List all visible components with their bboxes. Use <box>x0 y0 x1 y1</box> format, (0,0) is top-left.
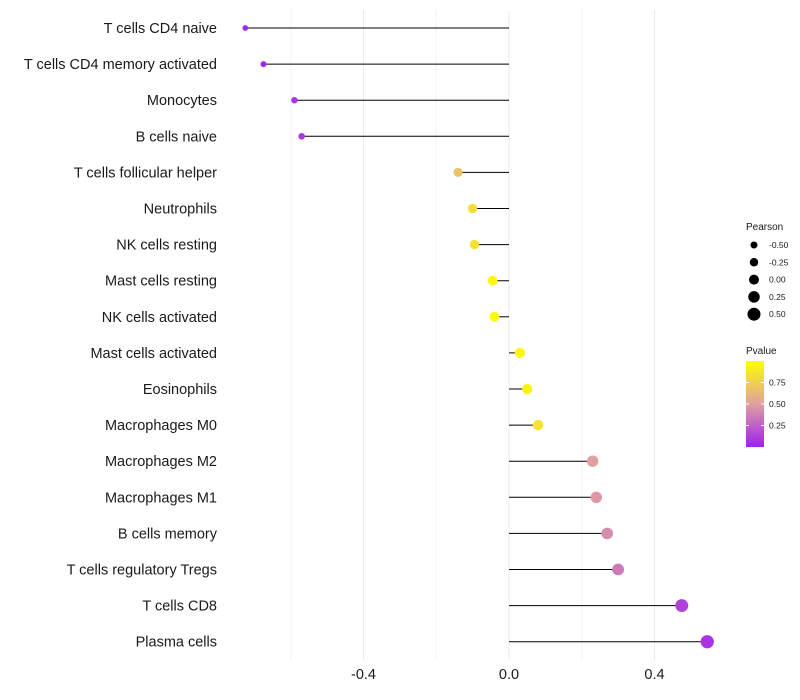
point <box>453 167 463 177</box>
legend-pearson: Pearson -0.50 -0.25 0.00 0.25 0.50 <box>746 222 789 321</box>
point <box>586 455 599 467</box>
category-label: Plasma cells <box>136 635 217 651</box>
category-label: NK cells activated <box>102 310 217 326</box>
category-label: T cells CD4 naive <box>104 21 217 37</box>
point <box>260 61 267 68</box>
legend-pearson-label: 0.00 <box>769 275 786 285</box>
legend-pearson-label: 0.25 <box>769 292 786 302</box>
legend-pvalue-label: 0.25 <box>769 421 786 431</box>
x-tick-label: 0.4 <box>644 667 664 683</box>
x-tick-label: -0.4 <box>351 667 376 683</box>
category-label: Macrophages M1 <box>105 490 217 506</box>
legend-pearson-key <box>750 241 758 249</box>
point <box>514 347 526 358</box>
category-label: Monocytes <box>147 93 217 109</box>
point <box>469 239 480 250</box>
legend-pearson-key <box>749 274 759 285</box>
category-labels: T cells CD4 naive T cells CD4 memory acti… <box>24 21 218 651</box>
category-label: Neutrophils <box>144 202 217 218</box>
category-label: T cells CD4 memory activated <box>24 57 217 73</box>
category-label: Macrophages M0 <box>105 418 217 434</box>
category-label: Eosinophils <box>143 382 217 398</box>
legend-pearson-title: Pearson <box>746 222 783 233</box>
legend-pearson-key <box>747 307 761 321</box>
legend-pvalue-colorbar <box>746 361 764 447</box>
point <box>590 491 603 504</box>
category-label: NK cells resting <box>116 238 217 254</box>
point <box>298 133 305 140</box>
grid-layer <box>290 10 655 660</box>
point <box>675 599 689 613</box>
point <box>487 275 498 286</box>
point <box>532 419 544 431</box>
point <box>522 383 533 395</box>
legend-pvalue-label: 0.75 <box>769 378 786 388</box>
category-label: T cells regulatory Tregs <box>67 563 217 579</box>
category-label: Macrophages M2 <box>105 454 217 470</box>
point <box>467 203 478 214</box>
point <box>242 25 249 31</box>
legend-pvalue-label: 0.50 <box>769 399 786 409</box>
legend-pearson-label: 0.50 <box>769 309 786 319</box>
legend-pvalue: Pvalue 0.75 0.50 0.25 <box>746 346 786 447</box>
legend-pearson-label: -0.50 <box>769 240 789 250</box>
point <box>601 527 614 540</box>
legend-pvalue-title: Pvalue <box>746 346 777 357</box>
stem-layer <box>245 27 708 643</box>
point <box>700 635 714 649</box>
x-tick-label: 0.0 <box>499 667 519 683</box>
category-label: B cells naive <box>136 129 217 145</box>
legend-pearson-key <box>748 291 760 303</box>
point <box>489 311 500 322</box>
legend-pearson-label: -0.25 <box>769 257 789 267</box>
legend-pearson-key <box>749 258 759 267</box>
x-axis-ticks: -0.4 0.0 0.4 <box>351 667 665 683</box>
category-label: Mast cells activated <box>90 346 217 362</box>
category-label: T cells follicular helper <box>74 165 217 181</box>
point <box>291 96 298 104</box>
category-label: T cells CD8 <box>142 599 217 615</box>
category-label: Mast cells resting <box>105 274 217 290</box>
point-layer <box>242 25 714 649</box>
category-label: B cells memory <box>118 526 218 542</box>
point <box>612 563 625 576</box>
